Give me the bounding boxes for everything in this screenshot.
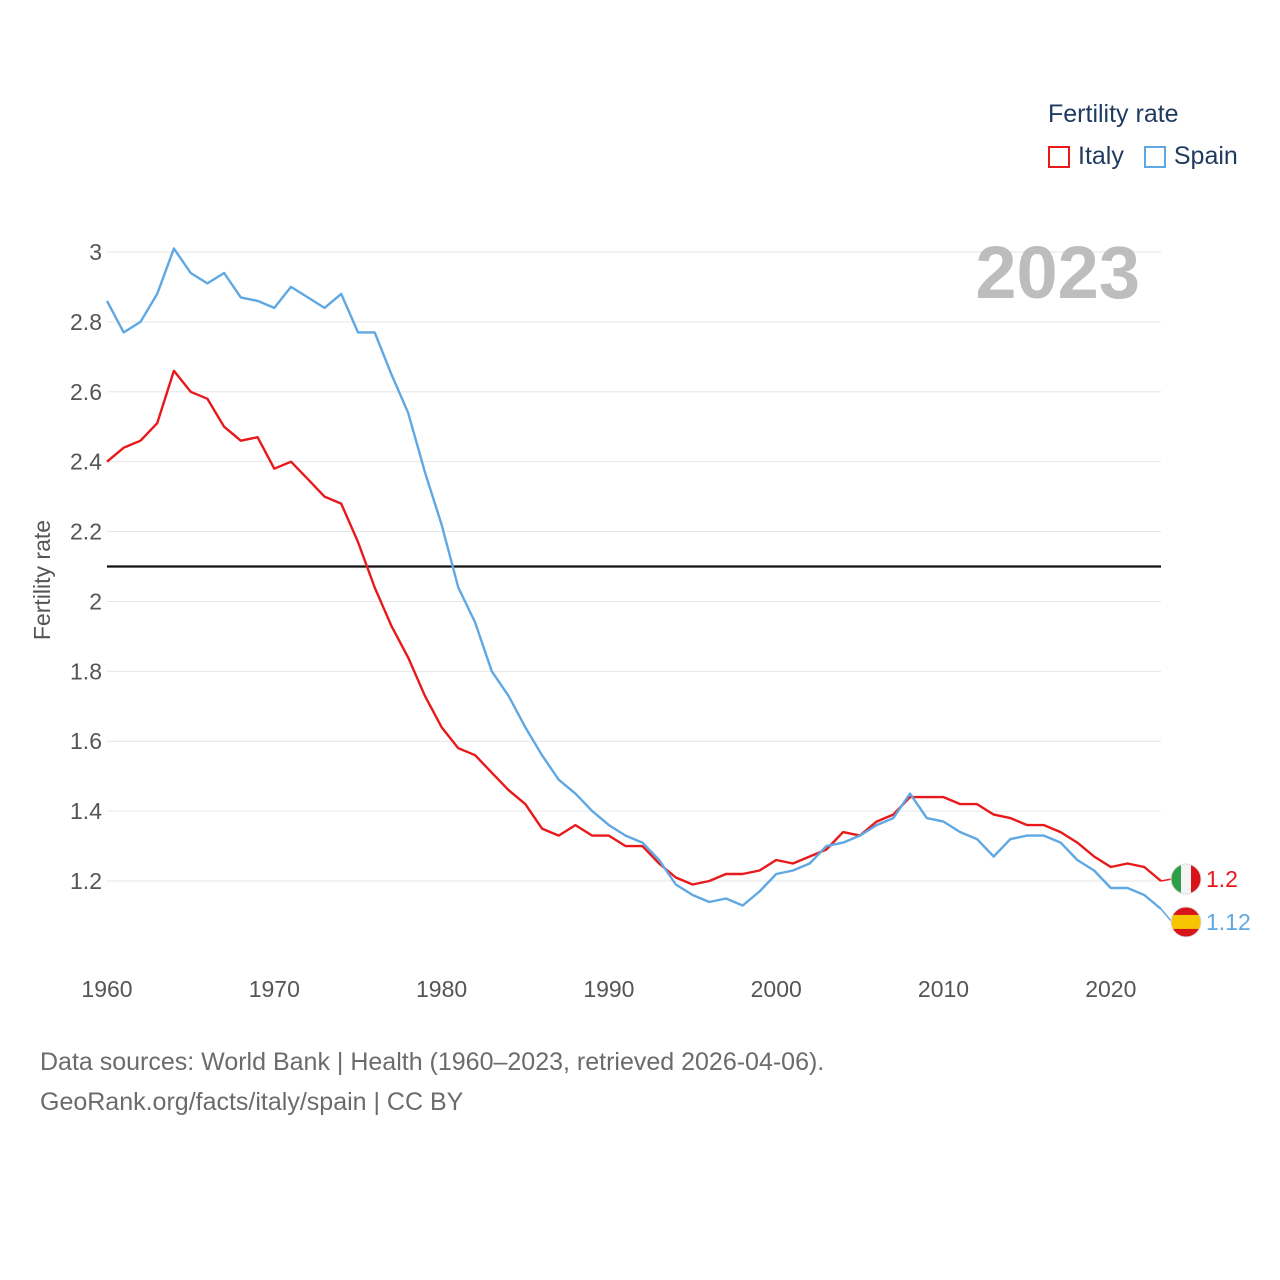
y-tick-label: 1.8 [70,658,102,684]
flag-stripe-white [1181,864,1191,894]
y-axis-title: Fertility rate [29,520,55,640]
flag-stripe-yellow [1171,914,1201,929]
flag-icon-spain [1170,906,1202,938]
flag-stripe-red [1191,864,1201,894]
x-tick-label: 2020 [1085,976,1136,1002]
legend-swatch-italy [1048,145,1070,168]
source-line-1: Data sources: World Bank | Health (1960–… [40,1048,825,1076]
y-tick-label: 2.8 [70,309,102,335]
x-tick-label: 1960 [81,976,132,1002]
series-line-italy [106,369,1162,886]
x-tick-label: 2000 [751,976,802,1002]
legend: Italy Spain [1048,142,1258,171]
y-tick-label: 1.4 [70,798,102,824]
flag-stripes [1171,906,1201,937]
source-line-2[interactable]: GeoRank.org/facts/italy/spain | CC BY [40,1088,464,1116]
end-markers: 1.2 1.12 [1160,863,1251,938]
end-connector-italy [1160,878,1173,882]
y-tick-label: 3 [89,239,102,265]
legend-item-italy[interactable]: Italy [1048,142,1124,171]
year-label: 2023 [975,231,1140,314]
series-lines [105,247,1162,910]
legend-swatch-spain [1143,145,1166,168]
flag-border [1170,906,1202,938]
x-tick-label: 1980 [416,976,467,1002]
y-tick-label: 2.2 [70,519,102,545]
x-tick-label: 1990 [583,976,634,1002]
end-label-italy: 1.2 [1206,866,1238,892]
y-tick-label: 1.6 [70,728,102,754]
y-tick-label: 1.2 [70,868,102,894]
y-tick-label: 2 [89,588,102,614]
flag-border [1170,863,1202,895]
end-label-spain: 1.12 [1206,909,1251,935]
series-line-spain [105,247,1162,910]
legend-label-italy: Italy [1078,142,1124,170]
legend-item-spain[interactable]: Spain [1143,142,1238,171]
x-axis-ticks: 1960 1970 1980 1990 2000 2010 2020 [81,976,1136,1002]
x-tick-label: 2010 [918,976,969,1002]
x-tick-label: 1970 [249,976,300,1002]
y-tick-label: 2.4 [70,449,102,475]
y-tick-label: 2.6 [70,379,102,405]
source-note: Data sources: World Bank | Health (1960–… [40,1042,824,1122]
end-connector-spain [1160,908,1173,923]
flag-stripe-green [1171,864,1181,894]
y-axis-ticks: 1.2 1.4 1.6 1.8 2 2.2 2.4 2.6 2.8 3 [70,239,102,894]
legend-title: Fertility rate [1048,100,1179,128]
flag-icon-italy [1170,863,1202,895]
gridlines [107,251,1161,882]
flag-stripes [1171,864,1201,894]
legend-label-spain: Spain [1173,142,1238,170]
